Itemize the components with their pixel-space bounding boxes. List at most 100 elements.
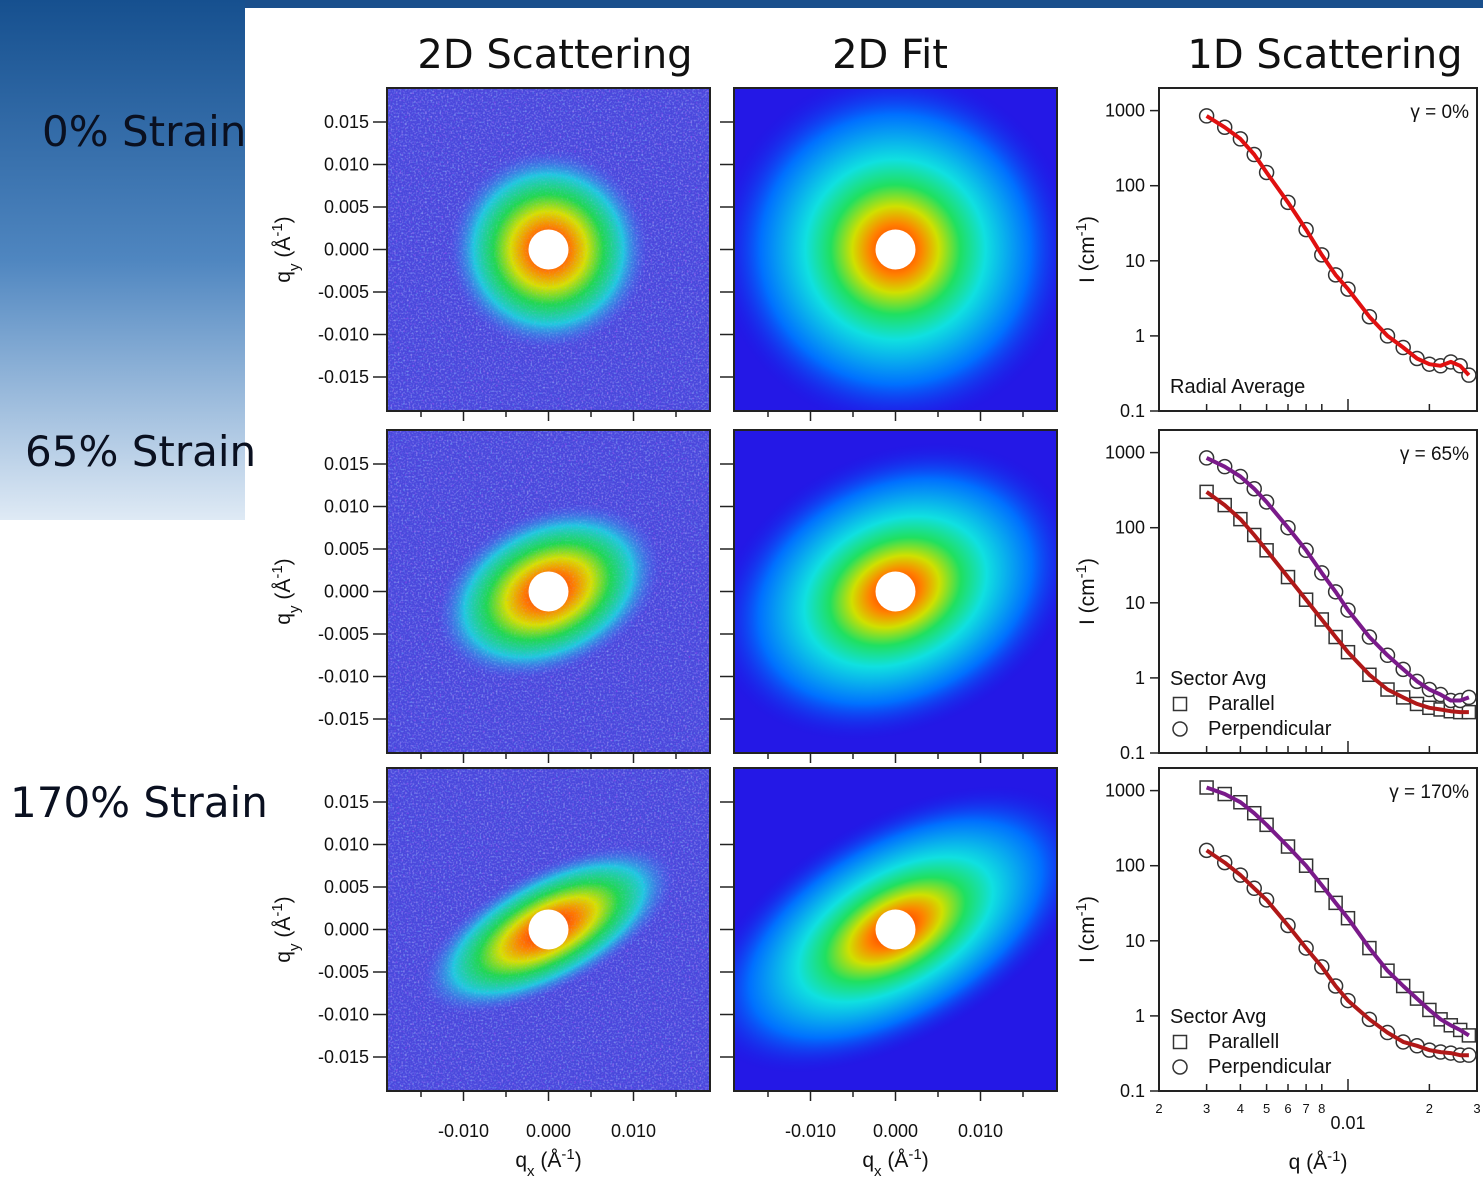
y-tick-label: -0.010 [318, 1005, 369, 1025]
beamstop [529, 230, 569, 270]
image-panel [387, 768, 710, 1091]
legend-label: Perpendicular [1208, 1056, 1332, 1078]
y-tick-label: 0.015 [324, 112, 369, 132]
axis-label-part: q [272, 271, 295, 283]
beamstop [876, 910, 916, 950]
axis-label-part: ) [272, 558, 295, 565]
column-title: 2D Fit [832, 32, 948, 78]
x-tick-label: 0.010 [611, 1121, 656, 1141]
x-tick-label: 3 [1203, 1101, 1210, 1116]
beamstop [529, 572, 569, 612]
y-tick-label: 1 [1135, 668, 1145, 688]
y-tick-label: 0.015 [324, 792, 369, 812]
y-tick-label: 0.000 [324, 582, 369, 602]
y-tick-label: 1000 [1105, 443, 1145, 463]
x-tick-label: -0.010 [438, 1121, 489, 1141]
axis-label-part: ) [575, 1149, 582, 1172]
y-tick-label: 1 [1135, 326, 1145, 346]
y-tick-label: 0.015 [324, 454, 369, 474]
x-tick-label: 0.000 [526, 1121, 571, 1141]
beamstop [876, 572, 916, 612]
y-tick-label: 0.010 [324, 835, 369, 855]
axis-label-part: ) [1076, 216, 1099, 223]
y-tick-label: 1 [1135, 1006, 1145, 1026]
axis-label-part: (cm [1076, 236, 1099, 277]
axis-label-part: (Å [882, 1149, 909, 1172]
legend-title: Radial Average [1170, 376, 1305, 398]
axis-label-part: (cm [1076, 578, 1099, 619]
x-tick-label: 0.010 [958, 1121, 1003, 1141]
y-tick-label: -0.010 [318, 667, 369, 687]
row-label: 0% Strain [42, 107, 246, 156]
y-tick-label: -0.005 [318, 282, 369, 302]
axis-label-part: ) [272, 216, 295, 223]
beamstop [529, 910, 569, 950]
annotation: γ = 65% [1400, 444, 1469, 465]
legend-label: Parallel [1208, 693, 1275, 715]
legend-title: Sector Avg [1170, 668, 1266, 690]
axis-label-part: -1 [269, 903, 286, 916]
y-tick-label: -0.010 [318, 325, 369, 345]
axis-label-part: (Å [1300, 1151, 1327, 1174]
x-tick-label: 2 [1155, 1101, 1162, 1116]
annotation: γ = 170% [1389, 782, 1469, 803]
y-tick-label: 0.1 [1120, 743, 1145, 763]
y-tick-label: -0.015 [318, 1047, 369, 1067]
axis-label-part: (Å [535, 1149, 562, 1172]
y-tick-label: 0.010 [324, 497, 369, 517]
y-tick-label: 1000 [1105, 781, 1145, 801]
y-tick-label: 100 [1115, 176, 1145, 196]
y-tick-label: -0.015 [318, 709, 369, 729]
y-tick-label: -0.015 [318, 367, 369, 387]
axis-label-part: q [272, 613, 295, 625]
axis-label-part: -1 [561, 1146, 574, 1163]
x-tick-label: 8 [1318, 1101, 1325, 1116]
axis-label-part: (Å [272, 579, 295, 606]
x-tick-label: 6 [1284, 1101, 1291, 1116]
x-tick-label: 3 [1473, 1101, 1480, 1116]
axis-label-part: -1 [1327, 1148, 1340, 1165]
figure: 2D Scattering 2D Fit 1D Scattering 0% St… [0, 0, 1483, 1178]
legend-label: Perpendicular [1208, 718, 1332, 740]
axis-label-part: -1 [908, 1146, 921, 1163]
axis-label-part: -1 [1073, 223, 1090, 236]
row-label: 170% Strain [10, 778, 268, 827]
axis-label-part: -1 [269, 565, 286, 578]
axis-label-part: ) [272, 896, 295, 903]
axis-label-part: ) [1076, 558, 1099, 565]
axis-label-part: -1 [1073, 903, 1090, 916]
axis-label-part: -1 [1073, 565, 1090, 578]
column-title: 2D Scattering [417, 32, 692, 78]
y-tick-label: 0.010 [324, 155, 369, 175]
x-tick-label: 7 [1302, 1101, 1309, 1116]
axis-label-part: q [272, 951, 295, 963]
axis-label-part: (Å [272, 917, 295, 944]
y-tick-label: 0.1 [1120, 401, 1145, 421]
x-tick-label: 2 [1426, 1101, 1433, 1116]
axis-label-part: q [1289, 1151, 1301, 1174]
column-title: 1D Scattering [1187, 32, 1462, 78]
row-label: 65% Strain [25, 427, 256, 476]
x-tick-label: 4 [1237, 1101, 1244, 1116]
y-tick-label: 0.1 [1120, 1081, 1145, 1101]
y-tick-label: -0.005 [318, 624, 369, 644]
y-tick-label: 10 [1125, 251, 1145, 271]
image-panel [716, 70, 1076, 430]
axis-label-part: -1 [269, 223, 286, 236]
page: {"column_titles": ["2D Scattering", "2D … [0, 0, 1483, 1178]
axis-label-part: ) [1340, 1151, 1347, 1174]
axis-label-part: (Å [272, 237, 295, 264]
axis-label-part: ) [1076, 896, 1099, 903]
y-tick-label: 0.005 [324, 539, 369, 559]
y-tick-label: 1000 [1105, 101, 1145, 121]
x-tick-label: 0.000 [873, 1121, 918, 1141]
x-tick-label: 5 [1263, 1101, 1270, 1116]
banner-top [245, 0, 1483, 8]
legend-label: Parallell [1208, 1031, 1279, 1053]
axis-label-part: ) [922, 1149, 929, 1172]
y-tick-label: 0.005 [324, 877, 369, 897]
y-tick-label: 0.000 [324, 920, 369, 940]
y-tick-label: 100 [1115, 856, 1145, 876]
axis-label-part: (cm [1076, 916, 1099, 957]
image-panel [387, 88, 710, 411]
